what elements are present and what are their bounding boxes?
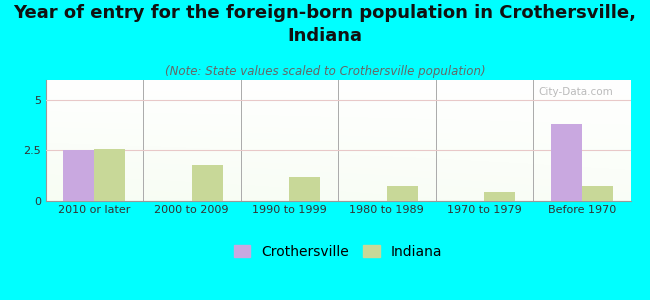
Bar xyxy=(63,150,94,201)
Text: City-Data.com: City-Data.com xyxy=(538,87,613,97)
Bar xyxy=(551,124,582,201)
Legend: Crothersville, Indiana: Crothersville, Indiana xyxy=(228,239,448,265)
Bar xyxy=(484,193,515,201)
Bar xyxy=(289,177,320,201)
Bar xyxy=(387,186,418,201)
Bar xyxy=(94,149,125,201)
Text: Year of entry for the foreign-born population in Crothersville,
Indiana: Year of entry for the foreign-born popul… xyxy=(14,4,636,45)
Bar xyxy=(582,186,613,201)
Bar xyxy=(192,164,223,201)
Text: (Note: State values scaled to Crothersville population): (Note: State values scaled to Crothersvi… xyxy=(164,64,486,77)
